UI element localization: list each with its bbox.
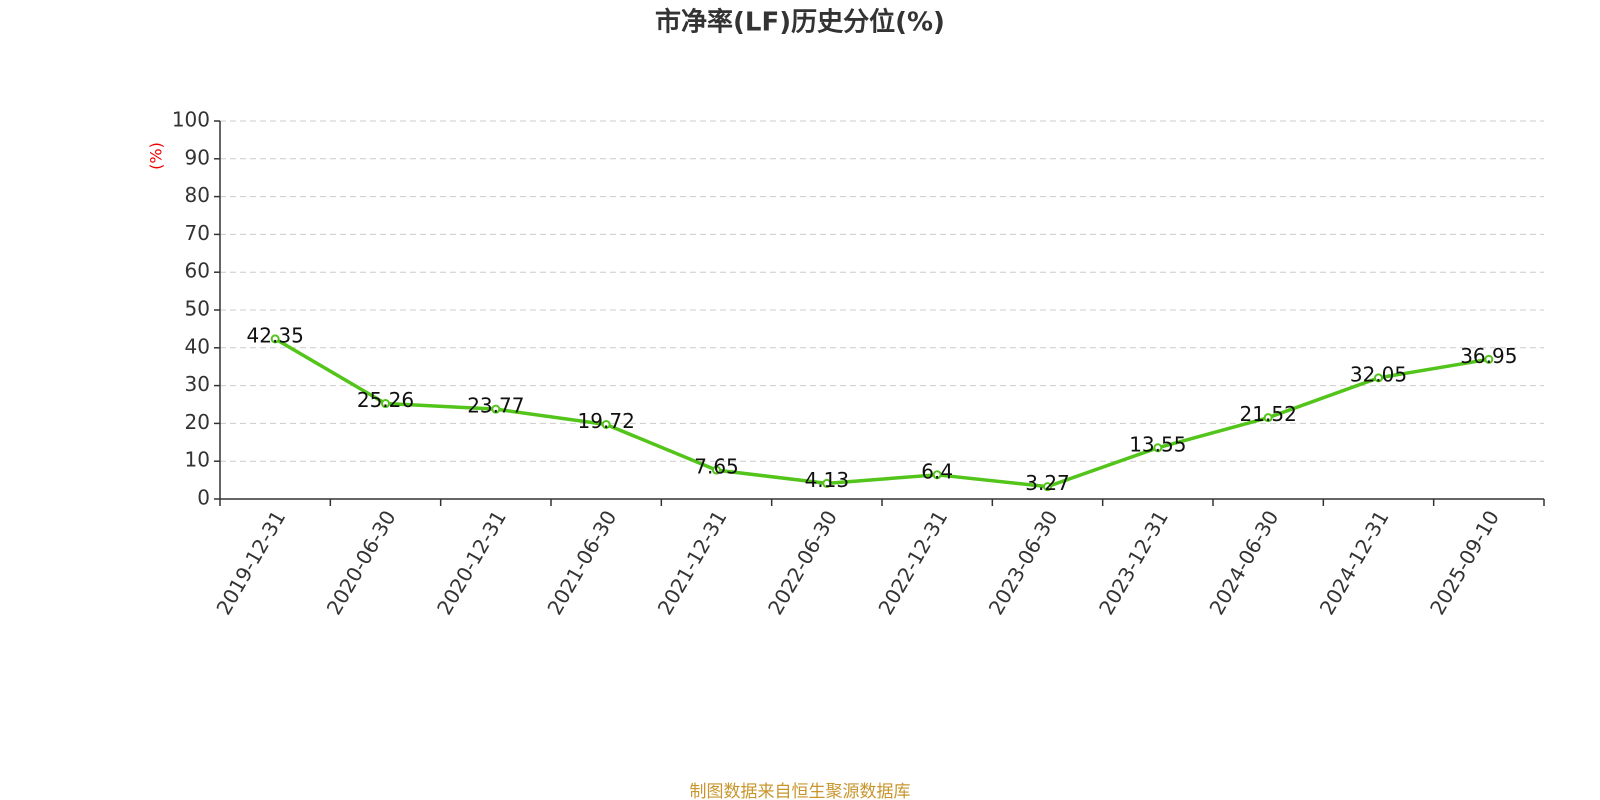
- data-point: [712, 465, 721, 475]
- data-point: [491, 404, 501, 414]
- data-point: [1153, 443, 1163, 453]
- y-tick-label: 90: [185, 145, 210, 169]
- y-axis-label: (%): [147, 142, 166, 170]
- y-tick-label: 100: [172, 108, 210, 132]
- y-tick-label: 40: [185, 334, 210, 358]
- data-point: [822, 478, 832, 488]
- data-label: 7.65: [694, 455, 739, 479]
- data-label: 6.4: [921, 459, 953, 483]
- y-tick-label: 50: [185, 297, 210, 321]
- data-point: [1263, 413, 1273, 423]
- y-tick-label: 0: [197, 486, 210, 510]
- data-label: 32.05: [1350, 362, 1407, 386]
- x-tick-label: 2023-06-30: [984, 506, 1063, 619]
- data-label: 4.13: [805, 468, 850, 492]
- data-point: [932, 470, 942, 480]
- data-point: [601, 419, 611, 429]
- data-label: 19.72: [578, 409, 635, 433]
- y-tick-label: 80: [185, 183, 210, 207]
- y-tick-label: 60: [185, 259, 210, 283]
- x-tick-label: 2022-12-31: [873, 506, 952, 619]
- data-label: 25.26: [357, 388, 414, 412]
- y-tick-label: 10: [185, 448, 210, 472]
- x-tick-label: 2021-06-30: [542, 506, 621, 619]
- x-tick-label: 2022-06-30: [763, 506, 842, 619]
- x-tick-label: 2020-12-31: [432, 506, 511, 619]
- y-tick-label: 30: [185, 372, 210, 396]
- x-tick-label: 2023-12-31: [1094, 506, 1173, 619]
- data-label: 36.95: [1460, 344, 1517, 368]
- data-point: [1484, 354, 1494, 364]
- x-tick-label: 2020-06-30: [322, 506, 401, 619]
- data-point: [381, 399, 390, 409]
- data-point: [1374, 373, 1383, 383]
- source-note: 制图数据来自恒生聚源数据库: [690, 782, 911, 800]
- data-point: [270, 334, 280, 344]
- y-tick-label: 20: [185, 410, 210, 434]
- y-tick-label: 70: [185, 221, 210, 245]
- x-tick-label: 2024-06-30: [1204, 506, 1283, 619]
- x-tick-label: 2021-12-31: [653, 506, 732, 619]
- data-point: [1043, 482, 1052, 492]
- data-label: 3.27: [1025, 471, 1070, 495]
- x-tick-label: 2024-12-31: [1315, 506, 1394, 619]
- data-label: 42.35: [247, 323, 304, 347]
- x-tick-label: 2025-09-10: [1425, 506, 1504, 619]
- data-label: 13.55: [1129, 432, 1186, 456]
- data-line: [274, 337, 1490, 489]
- data-label: 21.52: [1240, 402, 1297, 426]
- data-label: 23.77: [467, 394, 524, 418]
- x-tick-label: 2019-12-31: [211, 506, 290, 619]
- chart-title: 市净率(LF)历史分位(%): [655, 7, 945, 38]
